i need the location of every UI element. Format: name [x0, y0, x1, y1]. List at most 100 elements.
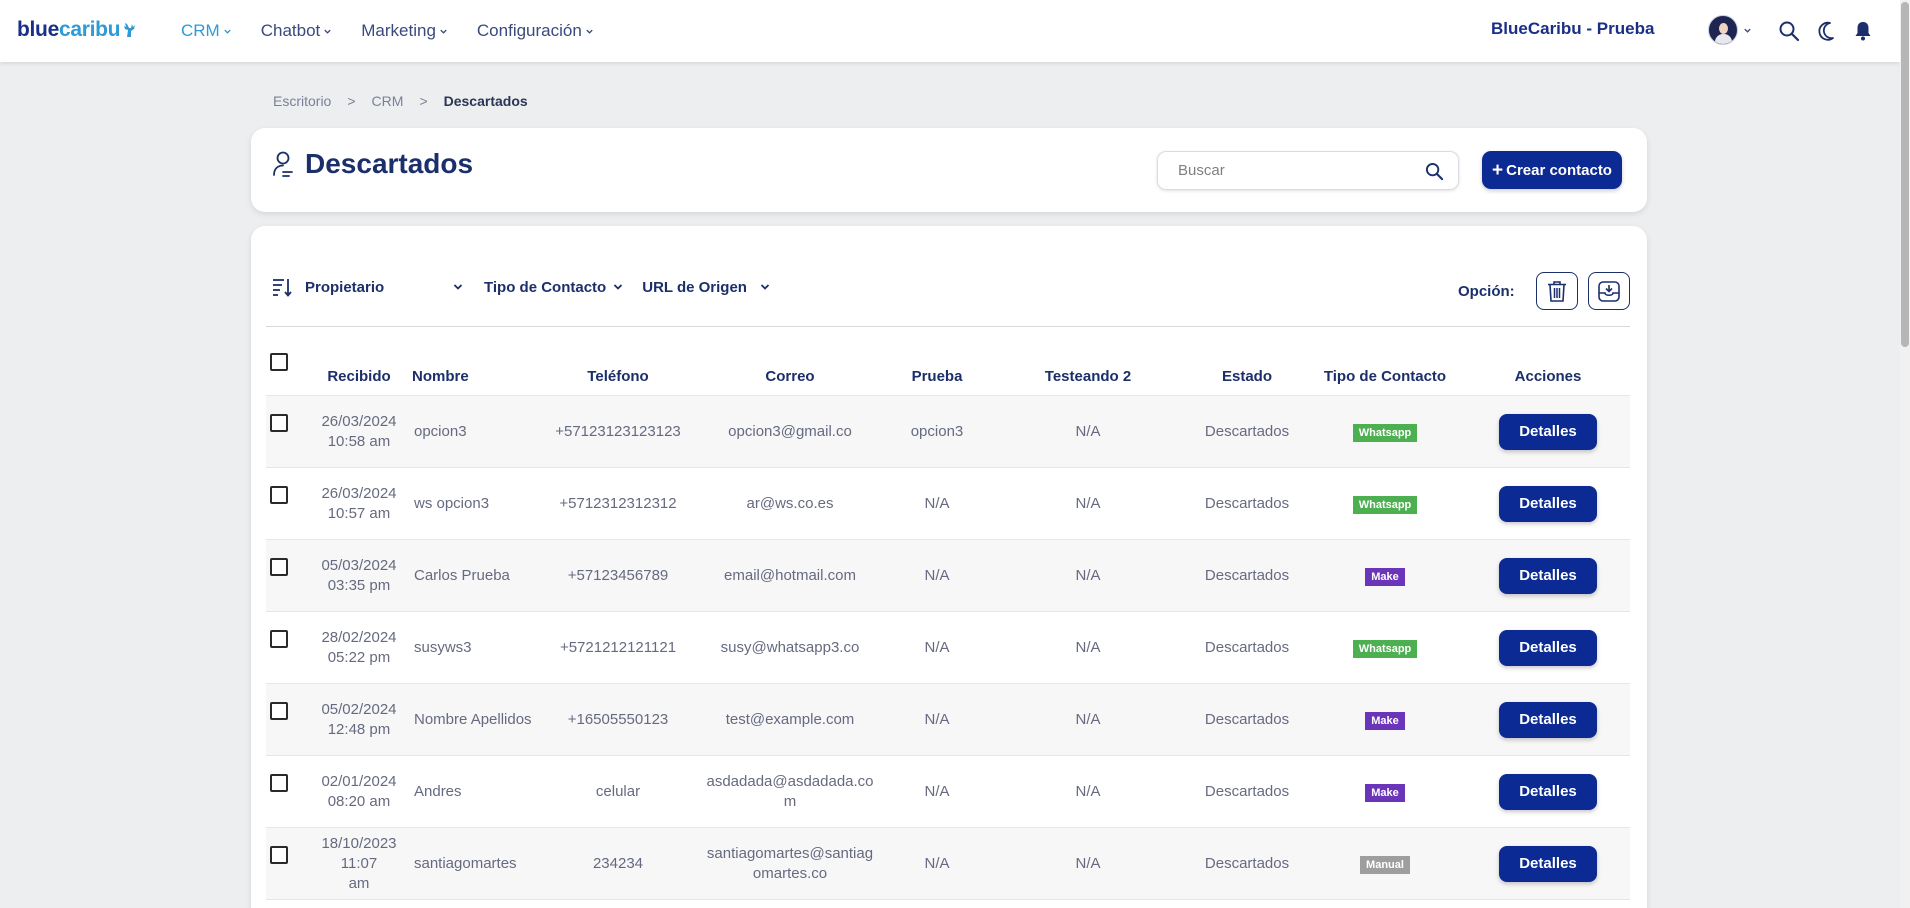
column-header[interactable]: Nombre — [412, 368, 469, 385]
chevron-down-icon — [324, 29, 331, 34]
row-checkbox[interactable] — [270, 773, 288, 792]
origin-url-filter-dropdown[interactable]: URL de Origen — [642, 279, 771, 296]
breadcrumb-separator: > — [347, 93, 356, 109]
contact-type-filter-dropdown[interactable]: Tipo de Contacto — [484, 279, 624, 296]
contact-type-cell: Whatsapp — [1296, 638, 1474, 658]
search-icon[interactable] — [1778, 20, 1800, 42]
received-date: 18/10/2023 11:07 — [321, 834, 397, 872]
table-header: Recibido Nombre Teléfono Correo Prueba T… — [266, 336, 1630, 396]
email-text: santiagomartes@santiag — [706, 844, 874, 862]
search-field[interactable] — [1157, 151, 1459, 190]
contact-type-badge: Whatsapp — [1352, 495, 1418, 514]
chevron-down-icon — [614, 284, 623, 290]
actions-cell: Detalles — [1474, 845, 1622, 882]
row-checkbox[interactable] — [270, 485, 288, 504]
actions-cell: Detalles — [1474, 413, 1622, 450]
received-time: 05:22 pm — [327, 648, 391, 666]
table-row: 02/01/2024 08:20 am Andres celular asdada… — [266, 756, 1630, 828]
nav-configuracion-label: Configuración — [476, 21, 582, 40]
page-scrollbar[interactable] — [1900, 0, 1910, 908]
row-select-cell — [266, 629, 306, 660]
column-header[interactable]: Testeando 2 — [1044, 368, 1132, 385]
column-header[interactable]: Correo — [765, 368, 815, 385]
email-text: ar@ws.co.es — [746, 494, 834, 512]
phone-cell: +5721212121121 — [559, 638, 677, 656]
contacts-table-card: Propietario Tipo de Contacto URL de Orig… — [251, 226, 1647, 908]
received-date: 26/03/2024 — [321, 412, 397, 430]
chevron-down-icon — [586, 29, 593, 34]
actions-cell: Detalles — [1474, 773, 1622, 810]
row-checkbox[interactable] — [270, 845, 288, 864]
prueba-cell: N/A — [924, 710, 950, 728]
contacts-table: Recibido Nombre Teléfono Correo Prueba T… — [266, 336, 1630, 900]
download-button[interactable] — [1587, 272, 1630, 310]
received-cell: 05/02/2024 12:48 pm — [306, 700, 412, 740]
email-text: email@hotmail.com — [724, 566, 856, 584]
row-checkbox[interactable] — [270, 701, 288, 720]
details-button[interactable]: Detalles — [1499, 413, 1597, 450]
owner-filter-dropdown[interactable]: Propietario — [305, 279, 468, 296]
details-button[interactable]: Detalles — [1499, 485, 1597, 522]
status-cell: Descartados — [1204, 638, 1290, 656]
bell-icon[interactable] — [1852, 20, 1874, 42]
scrollbar-thumb[interactable] — [1901, 2, 1909, 347]
column-header[interactable]: Estado — [1221, 368, 1272, 385]
status-cell: Descartados — [1204, 782, 1290, 800]
chevron-down-icon — [1744, 28, 1751, 33]
details-button[interactable]: Detalles — [1499, 629, 1597, 666]
received-cell: 02/01/2024 08:20 am — [306, 772, 412, 812]
delete-button[interactable] — [1535, 272, 1578, 310]
logo-text-caribu: caribu — [58, 18, 121, 41]
bulk-options: Opción: — [1458, 272, 1630, 310]
user-menu[interactable] — [1708, 15, 1752, 45]
name-cell: ws opcion3 — [414, 494, 490, 512]
search-icon[interactable] — [1425, 162, 1444, 181]
contact-type-cell: Make — [1296, 710, 1474, 730]
received-cell: 28/02/2024 05:22 pm — [306, 628, 412, 668]
chevron-down-icon — [760, 284, 770, 290]
prueba-cell: N/A — [924, 638, 950, 656]
row-select-cell — [266, 845, 306, 876]
testeando-cell: N/A — [1075, 566, 1101, 584]
row-checkbox[interactable] — [270, 629, 288, 648]
moon-icon[interactable] — [1816, 20, 1838, 42]
table-row: 28/02/2024 05:22 pm susyws3 +572121212112… — [266, 612, 1630, 684]
column-header[interactable]: Recibido — [327, 368, 391, 385]
nav-marketing[interactable]: Marketing — [361, 21, 448, 41]
filter-bar: Propietario Tipo de Contacto URL de Orig… — [271, 276, 771, 298]
details-button[interactable]: Detalles — [1499, 557, 1597, 594]
sort-icon[interactable] — [271, 276, 293, 298]
contact-type-cell: Whatsapp — [1296, 422, 1474, 442]
row-checkbox[interactable] — [270, 413, 288, 432]
create-contact-button[interactable]: + Crear contacto — [1482, 151, 1622, 189]
prueba-cell: N/A — [924, 854, 950, 872]
received-date: 26/03/2024 — [321, 484, 397, 502]
logo[interactable]: blue caribu — [17, 18, 136, 42]
received-date: 05/03/2024 — [321, 556, 397, 574]
row-select-cell — [266, 773, 306, 804]
status-cell: Descartados — [1204, 854, 1290, 872]
column-header[interactable]: Tipo de Contacto — [1323, 368, 1447, 385]
breadcrumb-item-escritorio[interactable]: Escritorio — [273, 93, 332, 109]
details-button[interactable]: Detalles — [1499, 701, 1597, 738]
select-all-checkbox[interactable] — [270, 353, 288, 371]
breadcrumb-item-crm[interactable]: CRM — [371, 93, 404, 109]
email-text-wrap: m — [783, 792, 797, 810]
column-header: Acciones — [1514, 368, 1582, 385]
details-button[interactable]: Detalles — [1499, 773, 1597, 810]
name-cell: Nombre Apellidos — [414, 710, 532, 728]
search-input[interactable] — [1178, 162, 1408, 179]
nav-chatbot[interactable]: Chatbot — [261, 21, 333, 41]
row-checkbox[interactable] — [270, 557, 288, 576]
nav-configuracion[interactable]: Configuración — [477, 21, 594, 41]
nav-crm[interactable]: CRM — [181, 21, 232, 41]
filter-divider — [266, 326, 1630, 327]
email-cell: ar@ws.co.es — [684, 494, 896, 514]
contact-type-badge: Make — [1365, 783, 1405, 802]
contact-type-cell: Whatsapp — [1296, 494, 1474, 514]
email-text: susy@whatsapp3.co — [720, 638, 860, 656]
details-button[interactable]: Detalles — [1499, 845, 1597, 882]
status-cell: Descartados — [1204, 710, 1290, 728]
column-header[interactable]: Teléfono — [587, 368, 649, 385]
column-header[interactable]: Prueba — [911, 368, 963, 385]
